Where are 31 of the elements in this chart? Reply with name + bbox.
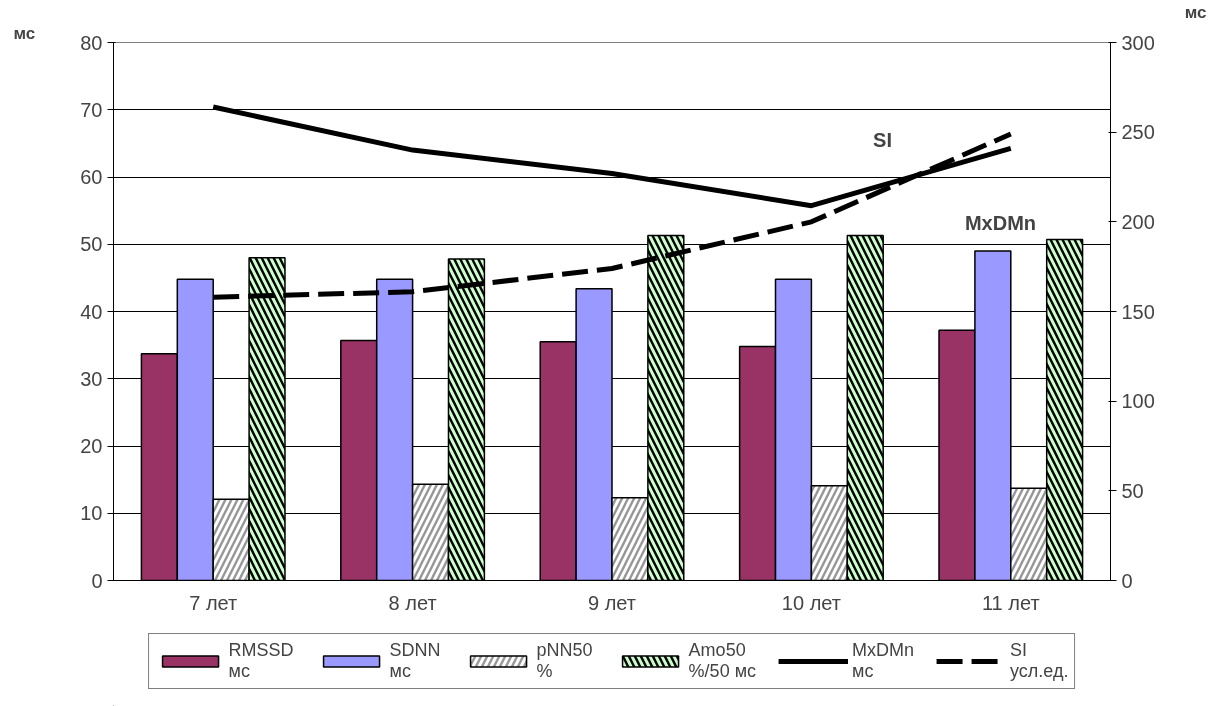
y2-tick-label: 100 xyxy=(1121,390,1155,413)
y2-tick-label: 200 xyxy=(1121,210,1155,233)
y-tick-label: 70 xyxy=(80,98,103,121)
legend-label: SI усл.ед. xyxy=(1010,640,1069,682)
y2-tick-label: 150 xyxy=(1121,300,1155,323)
y-tick-label: 40 xyxy=(80,300,103,323)
y-tick-label: 20 xyxy=(80,435,103,457)
annotation: MxDMn xyxy=(964,211,1037,234)
y-tick-label: 10 xyxy=(80,502,103,525)
y-tick-label: 80 xyxy=(80,31,103,54)
y-tick-label: 0 xyxy=(91,569,103,592)
y2-tick-label: 50 xyxy=(1121,479,1144,502)
y-tick-label: 60 xyxy=(80,166,103,188)
legend-label: SDNN мс xyxy=(389,640,441,682)
y-axis-title: мс xyxy=(13,23,36,43)
x-tick-label: 9 лет xyxy=(588,591,636,614)
x-tick-label: 8 лет xyxy=(388,591,437,614)
x-tick-label: 7 лет xyxy=(189,591,238,614)
legend-label: Amo50 %/50 мс xyxy=(688,640,757,682)
y2-tick-label: 0 xyxy=(1121,569,1133,592)
x-tick-label: 11 лет xyxy=(982,591,1040,614)
annotation: SI xyxy=(873,128,892,151)
y2-axis-title: мс xyxy=(1184,2,1207,22)
x-tick-label: 10 лет xyxy=(781,591,841,614)
y-tick-label: 30 xyxy=(80,367,103,390)
y-tick-label: 50 xyxy=(80,233,103,256)
legend-label: pNN50 % xyxy=(536,640,593,682)
legend-label: MxDMn мс xyxy=(852,640,915,682)
legend-label: RMSSD мс xyxy=(228,640,294,682)
y2-tick-label: 250 xyxy=(1121,121,1155,144)
y2-tick-label: 300 xyxy=(1121,31,1155,54)
